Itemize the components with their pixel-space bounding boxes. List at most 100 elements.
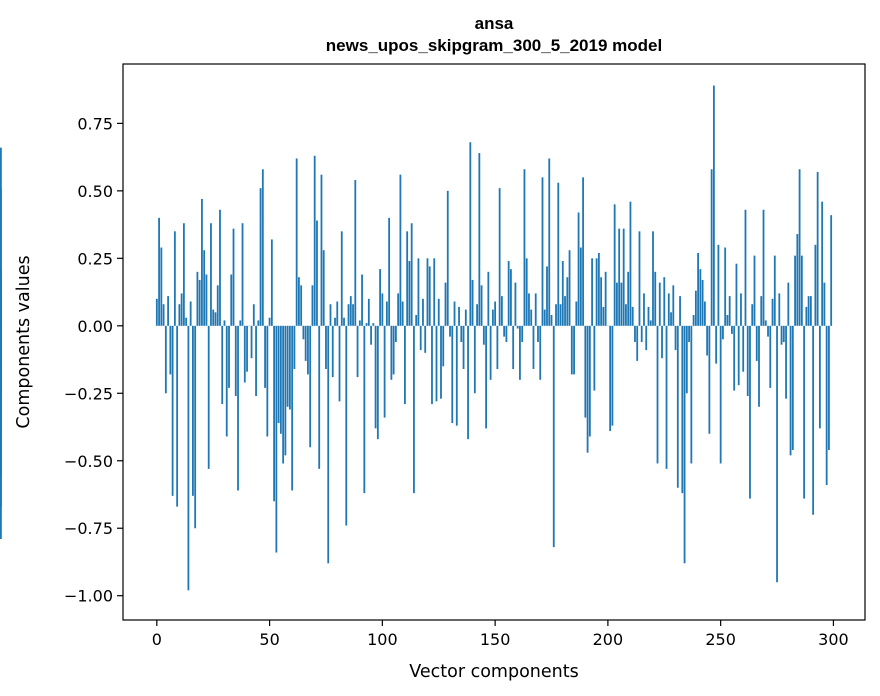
x-tick-label: 100 xyxy=(367,630,398,649)
bar xyxy=(309,325,312,448)
bar xyxy=(185,317,188,326)
bar xyxy=(751,304,754,326)
plot-frame xyxy=(122,63,866,621)
bar xyxy=(575,301,578,326)
bar xyxy=(530,309,533,326)
bar xyxy=(214,312,217,326)
bar xyxy=(419,325,422,351)
bar xyxy=(241,223,244,326)
bar xyxy=(440,325,442,399)
bar xyxy=(361,274,363,326)
bar xyxy=(354,180,357,326)
bar xyxy=(611,325,614,426)
bar xyxy=(410,223,413,326)
bar xyxy=(288,325,291,410)
bar xyxy=(800,255,803,326)
bar xyxy=(169,325,172,375)
bar xyxy=(573,325,575,375)
bar xyxy=(482,325,485,345)
bar xyxy=(688,325,690,342)
bar xyxy=(207,325,210,469)
bar xyxy=(663,277,666,326)
bar xyxy=(473,325,476,394)
chart-title: ansa xyxy=(475,14,514,33)
bar xyxy=(327,325,330,564)
bar xyxy=(541,177,544,326)
bar xyxy=(627,271,630,326)
bar xyxy=(239,320,242,326)
bar xyxy=(228,325,230,388)
bar xyxy=(814,244,817,326)
bar xyxy=(485,325,487,429)
bar xyxy=(823,282,826,326)
bar xyxy=(503,325,506,337)
bar xyxy=(807,296,810,326)
bar xyxy=(291,325,294,491)
bar xyxy=(636,325,639,361)
bar xyxy=(746,325,749,396)
bar xyxy=(381,293,384,326)
y-tick-label: −1.00 xyxy=(64,587,113,606)
bar xyxy=(638,231,641,326)
bar xyxy=(534,293,537,326)
bar xyxy=(776,325,778,583)
bar xyxy=(559,304,562,326)
bar xyxy=(489,325,492,380)
bar xyxy=(552,325,555,548)
bar xyxy=(548,158,551,326)
bar xyxy=(679,296,681,326)
bar xyxy=(298,277,300,326)
bar xyxy=(620,282,623,326)
bar xyxy=(196,271,199,326)
bar xyxy=(692,315,695,326)
bar xyxy=(762,209,765,326)
bar xyxy=(780,325,783,345)
bar xyxy=(399,174,402,326)
bar xyxy=(537,325,539,342)
bar xyxy=(600,277,603,326)
bar xyxy=(223,320,226,326)
bar xyxy=(528,293,530,326)
bar xyxy=(645,325,648,351)
bar xyxy=(376,325,379,440)
bar xyxy=(703,301,706,326)
bar xyxy=(773,255,776,326)
bar xyxy=(178,304,181,326)
bar xyxy=(710,169,713,326)
bar xyxy=(424,325,427,353)
bar xyxy=(205,274,208,326)
bar xyxy=(433,258,436,326)
bar xyxy=(512,325,515,369)
bar xyxy=(372,323,375,326)
bar xyxy=(805,306,808,326)
bar xyxy=(173,231,176,326)
bar xyxy=(731,325,733,334)
y-tick-label: 0.00 xyxy=(77,317,113,336)
y-axis-label: Components values xyxy=(14,255,34,428)
bar xyxy=(674,325,677,351)
bar xyxy=(728,296,731,326)
bar xyxy=(336,301,339,326)
bar xyxy=(417,258,420,326)
bar xyxy=(390,325,393,380)
bar xyxy=(349,296,352,326)
bar xyxy=(769,325,772,388)
bar xyxy=(722,325,724,340)
x-axis-label: Vector components xyxy=(409,662,578,682)
bar xyxy=(343,317,345,326)
bar xyxy=(363,325,366,494)
y-tick-label: 0.25 xyxy=(77,249,113,268)
bar xyxy=(340,231,343,326)
bar xyxy=(198,279,201,326)
bar xyxy=(550,315,553,326)
bar xyxy=(749,325,751,499)
bar xyxy=(613,204,616,326)
bar xyxy=(234,325,237,396)
bar xyxy=(665,325,668,469)
bar xyxy=(778,293,781,326)
bar xyxy=(818,325,821,429)
bar xyxy=(543,309,546,326)
bar xyxy=(652,231,654,326)
bar xyxy=(394,325,397,342)
bar xyxy=(428,266,431,326)
